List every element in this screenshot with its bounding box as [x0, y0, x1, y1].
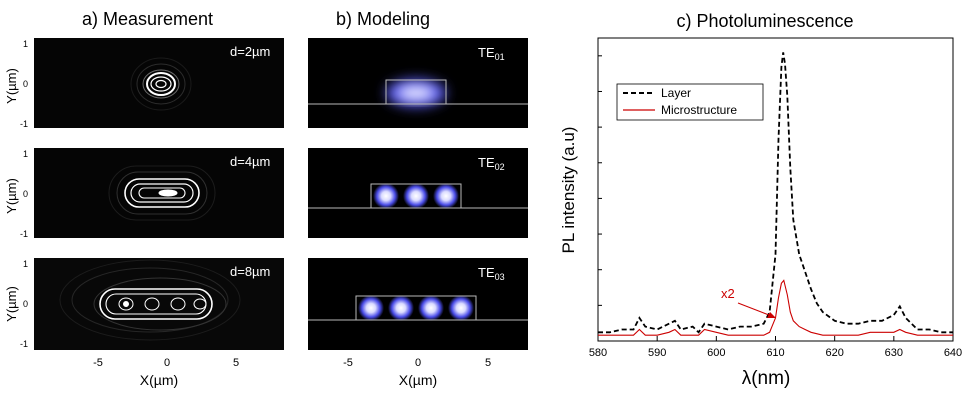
- y-tick: 0: [23, 189, 28, 199]
- plot-frame: [597, 37, 954, 342]
- intensity-contours: [108, 165, 216, 221]
- mode-label: TE01: [478, 45, 505, 62]
- x-tick-label: 640: [944, 347, 962, 359]
- legend-box: [616, 83, 764, 121]
- x-tick-label: 620: [825, 347, 843, 359]
- y-tick: 1: [23, 39, 28, 49]
- x-axis-label: X(µm): [399, 372, 437, 388]
- annotation-arrow: [737, 302, 775, 318]
- field-lobe: [448, 295, 474, 321]
- x-tick-label: 590: [648, 347, 666, 359]
- y-axis-label: Y(µm): [4, 68, 19, 104]
- distance-label: d=8µm: [230, 264, 270, 279]
- x-tick-label: 610: [766, 347, 784, 359]
- x-tick-label: 600: [707, 347, 725, 359]
- field-lobe: [433, 183, 459, 209]
- field-lobe: [388, 295, 414, 321]
- mode-te03-panel: TE03: [308, 258, 528, 350]
- chart-title: c) Photoluminescence: [676, 11, 853, 31]
- x-tick: -5: [343, 357, 353, 369]
- intensity-contours: [59, 259, 241, 341]
- legend-label: Layer: [661, 86, 691, 100]
- scale-annotation: x2: [721, 286, 735, 301]
- mode-te02-panel: TE02: [308, 148, 528, 238]
- field-lobe: [403, 183, 429, 209]
- mode-label: TE02: [478, 155, 505, 172]
- y-axis-minor-ticks: [598, 55, 602, 306]
- legend: Layer Microstructure: [616, 83, 764, 121]
- y-tick: -1: [20, 119, 28, 129]
- annotation-arrowhead: [767, 312, 776, 318]
- plot-series: [598, 52, 953, 342]
- y-tick: 0: [23, 299, 28, 309]
- field-lobe: [373, 183, 399, 209]
- x-tick: 0: [415, 357, 421, 369]
- mode-te01-panel: TE01: [308, 38, 528, 128]
- distance-label: d=2µm: [230, 44, 270, 59]
- legend-label: Microstructure: [661, 103, 737, 117]
- y-axis-label: Y(µm): [4, 286, 19, 322]
- y-tick: 0: [23, 79, 28, 89]
- field-lobe: [358, 295, 384, 321]
- y-tick: -1: [20, 339, 28, 349]
- x-tick-label: 580: [589, 347, 607, 359]
- y-axis-label: Y(µm): [4, 178, 19, 214]
- x-axis-label: X(µm): [140, 372, 178, 388]
- y-tick: 1: [23, 149, 28, 159]
- measurement-row-2: d=4µm 1 0 -1 Y(µm): [4, 148, 284, 239]
- field-lobe: [418, 295, 444, 321]
- mode-label: TE03: [478, 265, 505, 282]
- intensity-contours: [130, 57, 192, 111]
- y-axis-label: PL intensity (a.u): [559, 127, 578, 254]
- series-line-microstructure: [598, 279, 953, 336]
- panel-b-title: b) Modeling: [336, 9, 430, 29]
- series-line-layer: [598, 52, 953, 334]
- x-tick: 5: [485, 357, 491, 369]
- measurement-row-1: d=2µm 1 0 -1 Y(µm): [4, 38, 284, 129]
- x-axis-label: λ(nm): [742, 368, 791, 389]
- x-axis-ticks: 580 590 600 610 620 630 640: [589, 336, 962, 359]
- y-tick: -1: [20, 229, 28, 239]
- x-tick: 5: [233, 357, 239, 369]
- measurement-row-3: d=8µm 1 0 -1 Y(µm): [4, 258, 284, 350]
- distance-label: d=4µm: [230, 154, 270, 169]
- x-tick: -5: [93, 357, 103, 369]
- panel-a-title: a) Measurement: [82, 9, 213, 29]
- x-tick-label: 630: [885, 347, 903, 359]
- y-tick: 1: [23, 259, 28, 269]
- field-lobe: [398, 86, 434, 100]
- x-tick: 0: [164, 357, 170, 369]
